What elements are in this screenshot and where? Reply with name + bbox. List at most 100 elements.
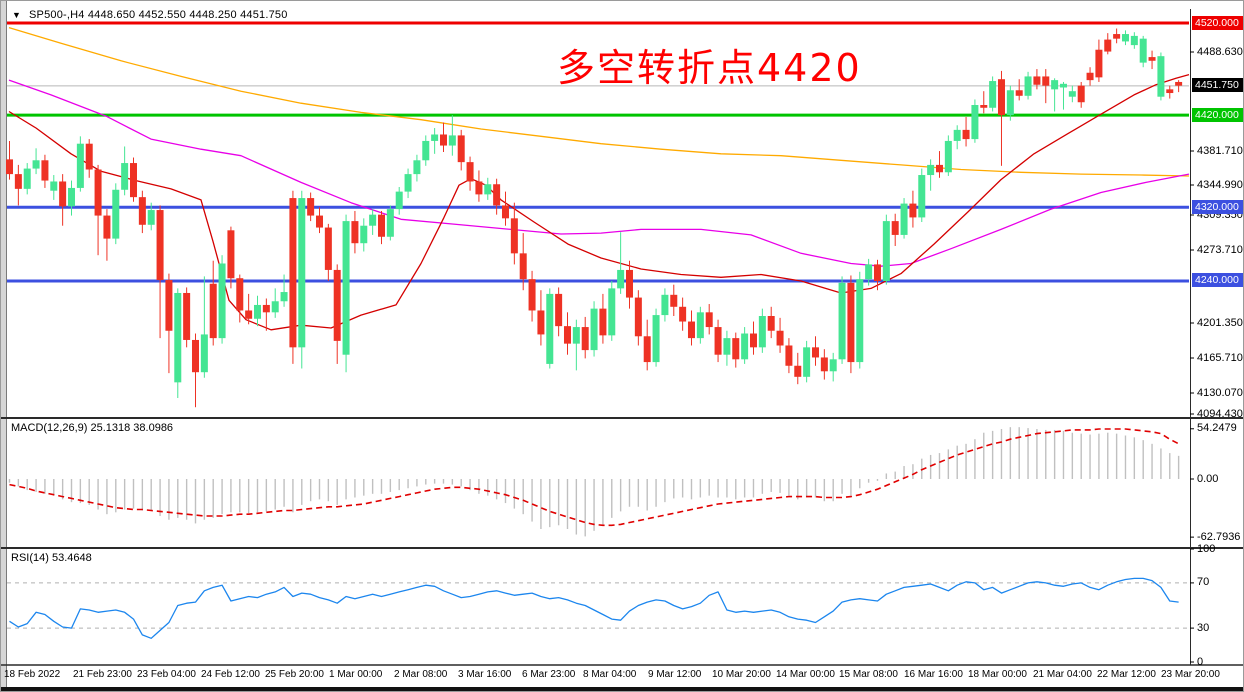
macd-indicator-label: MACD(12,26,9) 25.1318 38.0986	[11, 422, 174, 434]
rsi-axis-tick: 70	[1197, 576, 1210, 589]
time-axis-label[interactable]: 18 Mar 00:00	[968, 669, 1027, 680]
candle-body-up	[608, 288, 616, 336]
candle-body-down	[156, 210, 164, 281]
candle-body-down	[1042, 76, 1050, 86]
candle-body-down	[1113, 34, 1121, 39]
candle-body-down	[625, 269, 633, 298]
time-axis-label[interactable]: 6 Mar 23:00	[522, 669, 576, 680]
candle-body-up	[147, 210, 155, 225]
candle-body-down	[599, 308, 607, 336]
price-axis-tick: 4273.710	[1197, 243, 1243, 256]
candle-body-down	[643, 336, 651, 363]
candle-body-down	[997, 79, 1005, 116]
candle-body-up	[829, 359, 837, 372]
mid-ma-magenta	[8, 79, 1190, 267]
time-axis-label[interactable]: 23 Mar 20:00	[1161, 669, 1220, 680]
candle-body-up	[369, 214, 377, 226]
time-axis-label[interactable]: 24 Feb 12:00	[201, 669, 260, 680]
candle-body-down	[439, 134, 447, 146]
candle-body-down	[1175, 81, 1183, 86]
candle-body-down	[1148, 57, 1156, 61]
candle-body-down	[262, 304, 270, 313]
candle-body-up	[856, 279, 864, 363]
price-level-label: 4451.750	[1192, 78, 1243, 93]
candle-body-down	[528, 279, 536, 311]
time-axis-label[interactable]: 9 Mar 12:00	[648, 669, 702, 680]
separator-macd-rsi[interactable]	[1, 547, 1244, 549]
symbol-dropdown-icon[interactable]: ▼	[12, 10, 21, 20]
candle-body-up	[1121, 34, 1129, 42]
candle-body-down	[962, 129, 970, 140]
candle-body-down	[289, 198, 297, 348]
candle-body-up	[1139, 38, 1147, 63]
time-axis-label[interactable]: 21 Feb 23:00	[73, 669, 132, 680]
time-axis-label[interactable]: 18 Feb 2022	[4, 669, 61, 680]
price-level-label: 4240.000	[1192, 273, 1243, 288]
time-axis-label[interactable]: 16 Mar 16:00	[904, 669, 963, 680]
candle-body-up	[386, 209, 394, 237]
candle-body-up	[1157, 56, 1165, 97]
candle-body-down	[909, 203, 917, 218]
candle-body-up	[803, 347, 811, 377]
time-axis-label[interactable]: 3 Mar 16:00	[458, 669, 512, 680]
candle-body-down	[236, 278, 244, 311]
candle-body-down	[129, 163, 137, 198]
candle-body-down	[811, 347, 819, 358]
symbol-ohlc-info: SP500-,H4 4448.650 4452.550 4448.250 445…	[29, 9, 288, 21]
candle-body-down	[501, 205, 509, 219]
candle-body-up	[944, 140, 952, 173]
time-axis-label[interactable]: 21 Mar 04:00	[1033, 669, 1092, 680]
candle-body-up	[1051, 80, 1059, 90]
time-axis-label[interactable]: 10 Mar 20:00	[712, 669, 771, 680]
time-axis-label[interactable]: 14 Mar 00:00	[776, 669, 835, 680]
candle-body-down	[785, 345, 793, 366]
price-axis-tick: 4344.990	[1197, 178, 1243, 191]
candle-body-down	[847, 282, 855, 363]
time-axis-label[interactable]: 2 Mar 08:00	[394, 669, 448, 680]
macd-axis-tick: 54.2479	[1197, 422, 1237, 435]
price-level-label: 4420.000	[1192, 107, 1243, 122]
candle-body-down	[705, 312, 713, 328]
candle-body-up	[1006, 90, 1014, 116]
candle-body-down	[94, 169, 102, 216]
candle-body-down	[679, 306, 687, 322]
candle-body-down	[563, 326, 571, 344]
price-level-label: 4320.000	[1192, 199, 1243, 214]
candle-body-down	[103, 215, 111, 239]
candle-body-down	[191, 339, 199, 373]
candle-body-down	[315, 215, 323, 228]
candle-body-down	[1086, 72, 1094, 81]
candle-body-down	[209, 283, 217, 339]
candle-body-down	[85, 143, 93, 170]
candle-body-up	[882, 221, 890, 281]
macd-axis-tick: -62.7936	[1197, 530, 1241, 543]
time-axis-label[interactable]: 1 Mar 00:00	[329, 669, 383, 680]
time-axis-label[interactable]: 8 Mar 04:00	[583, 669, 637, 680]
chart-annotation-text[interactable]: 多空转折点4420	[557, 46, 862, 90]
candle-body-up	[546, 293, 554, 364]
candle-body-up	[741, 333, 749, 360]
candle-body-up	[971, 105, 979, 140]
candle-body-up	[661, 294, 669, 316]
candle-body-down	[891, 221, 899, 235]
separator-main-macd[interactable]	[1, 417, 1244, 419]
time-axis-label[interactable]: 23 Feb 04:00	[137, 669, 196, 680]
candle-body-down	[1033, 76, 1041, 85]
time-axis-label[interactable]: 15 Mar 08:00	[839, 669, 898, 680]
candle-body-down	[519, 253, 527, 280]
candle-body-up	[617, 269, 625, 289]
candle-body-down	[245, 310, 253, 319]
candle-body-up	[989, 81, 997, 108]
candle-body-up	[271, 301, 279, 313]
time-axis-label[interactable]: 22 Mar 12:00	[1097, 669, 1156, 680]
candle-body-down	[183, 292, 191, 340]
rsi-axis-tick: 0	[1197, 655, 1204, 668]
candle-body-up	[1059, 83, 1067, 88]
candle-body-down	[687, 321, 695, 339]
price-axis-tick: 4165.710	[1197, 351, 1243, 364]
candle-body-down	[41, 160, 49, 181]
candle-body-down	[670, 294, 678, 307]
candle-body-up	[1130, 35, 1138, 46]
time-axis-label[interactable]: 25 Feb 20:00	[265, 669, 324, 680]
